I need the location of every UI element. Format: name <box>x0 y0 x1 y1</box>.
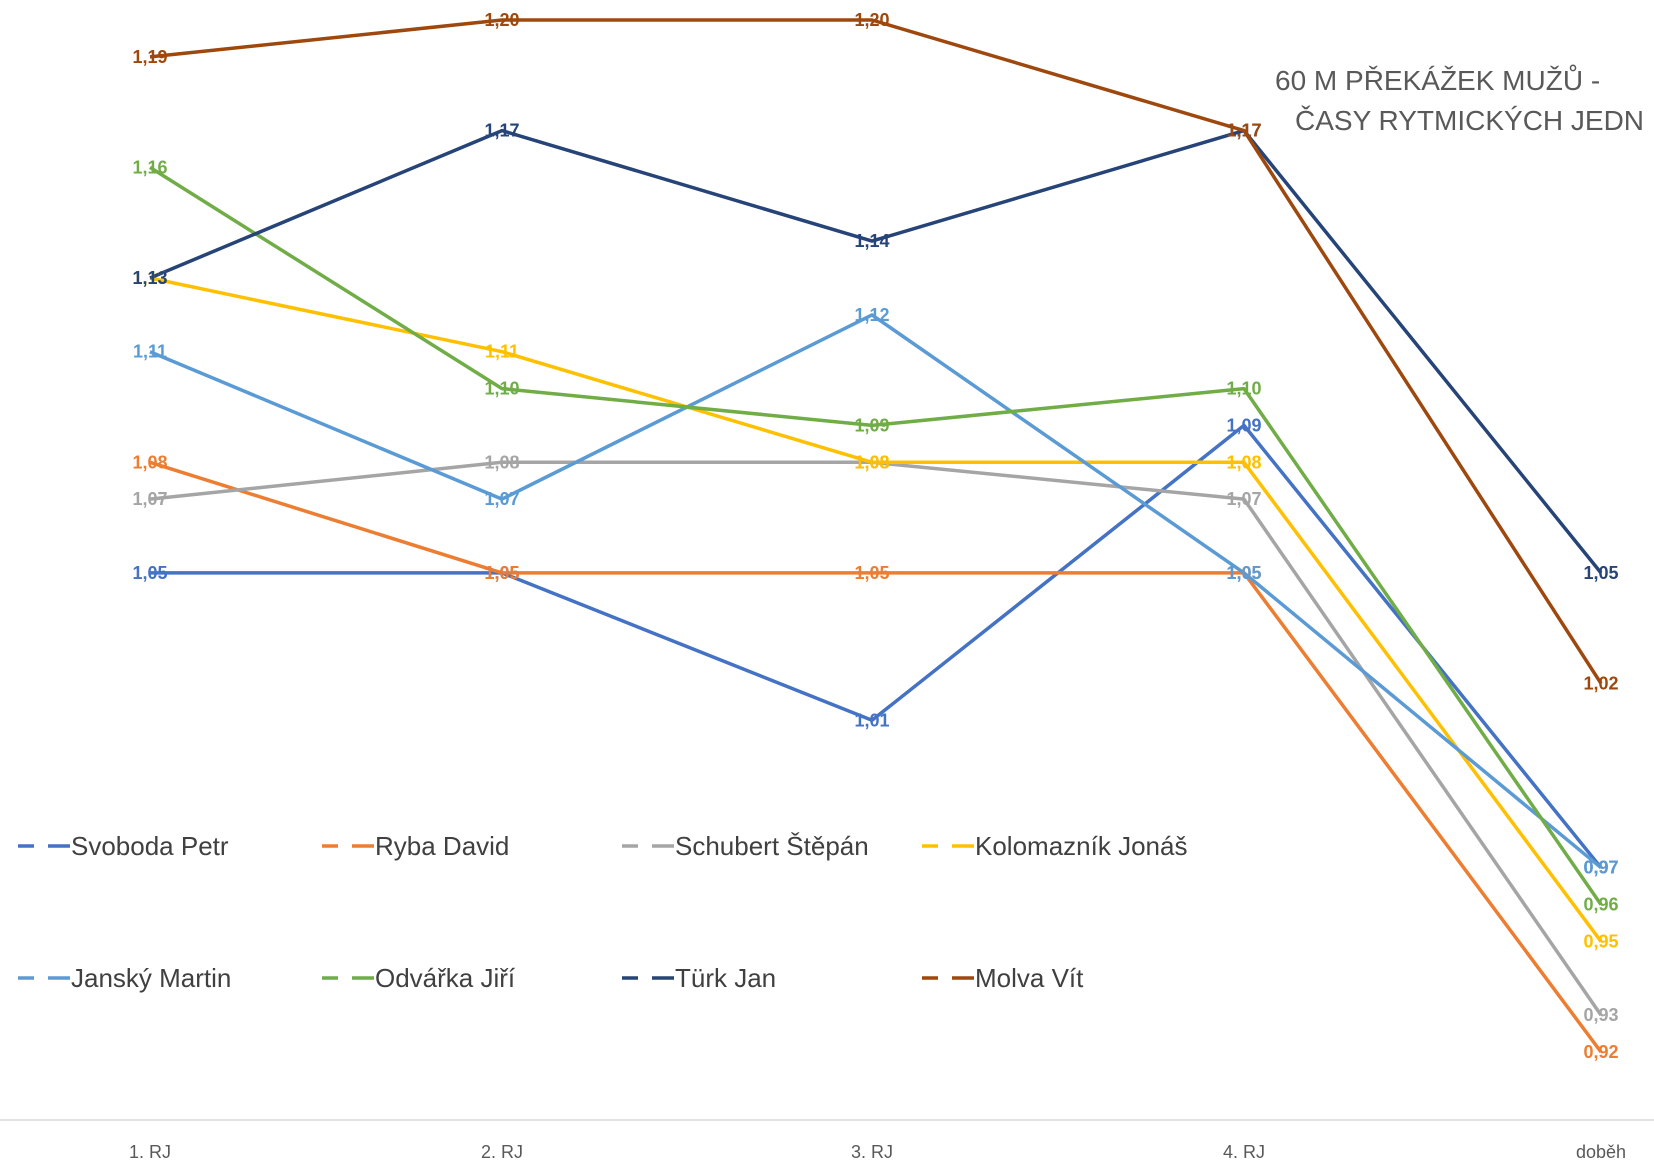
data-label: 1,12 <box>854 305 889 325</box>
legend-item: Türk Jan <box>622 963 776 993</box>
data-label: 1,11 <box>485 342 519 362</box>
series-line-5 <box>149 165 1603 906</box>
data-label: 1,05 <box>1583 563 1618 583</box>
data-label: 1,07 <box>1226 489 1261 509</box>
data-label: 1,07 <box>132 489 167 509</box>
legend-label: Odvářka Jiří <box>375 963 516 993</box>
legend-item: Kolomazník Jonáš <box>922 831 1187 861</box>
data-label: 1,08 <box>854 452 889 472</box>
data-label: 1,05 <box>1226 563 1261 583</box>
legend-item: Svoboda Petr <box>18 831 229 861</box>
legend-label: Türk Jan <box>675 963 776 993</box>
legend-item: Schubert Štěpán <box>622 831 869 861</box>
data-label: 1,13 <box>132 268 167 288</box>
chart-title-line: 60 M PŘEKÁŽEK MUŽŮ - <box>1275 64 1600 96</box>
legend-label: Molva Vít <box>975 963 1084 993</box>
series-line-4 <box>149 313 1603 870</box>
legend-label: Kolomazník Jonáš <box>975 831 1187 861</box>
data-label: 1,14 <box>854 231 889 251</box>
data-label: 1,16 <box>132 157 167 177</box>
data-label: 1,05 <box>854 563 889 583</box>
legend-label: Svoboda Petr <box>71 831 229 861</box>
data-label: 0,97 <box>1583 858 1618 878</box>
chart-title: 60 M PŘEKÁŽEK MUŽŮ - ČASY RYTMICKÝCH JEDN <box>1275 64 1644 136</box>
legend-label: Ryba David <box>375 831 509 861</box>
data-label: 1,05 <box>484 563 519 583</box>
data-label: 1,08 <box>854 452 889 472</box>
data-label: 1,08 <box>484 452 519 472</box>
x-tick-label: 4. RJ <box>1223 1142 1265 1162</box>
series-lines <box>149 18 1603 1054</box>
data-label: 1,05 <box>132 563 167 583</box>
data-label: 1,17 <box>1226 121 1261 141</box>
legend-item: Ryba David <box>322 831 509 861</box>
data-label: 1,08 <box>132 452 167 472</box>
chart-title-line: ČASY RYTMICKÝCH JEDN <box>1295 105 1644 136</box>
legend: Svoboda Petr Ryba David Schubert Štěpán Kol… <box>18 831 1187 993</box>
x-tick-label: 3. RJ <box>851 1142 893 1162</box>
data-label: 1,17 <box>484 121 519 141</box>
data-label: 1,09 <box>1226 415 1261 435</box>
data-label: 1,08 <box>1226 452 1261 472</box>
data-label: 1,05 <box>484 563 519 583</box>
data-label: 0,93 <box>1583 1005 1618 1025</box>
legend-label: Janský Martin <box>71 963 231 993</box>
x-tick-label: doběh <box>1576 1142 1626 1162</box>
x-tick-label: 2. RJ <box>481 1142 523 1162</box>
legend-item: Molva Vít <box>922 963 1084 993</box>
x-axis-ticks: 1. RJ 2. RJ 3. RJ 4. RJ doběh <box>129 1142 1626 1162</box>
data-label: 1,17 <box>1226 121 1261 141</box>
data-labels: 1,05 1,05 1,01 1,09 0,97 1,08 1,05 1,05 1,05 0,92… <box>132 10 1618 1062</box>
data-label: 1,19 <box>132 47 167 67</box>
data-label: 1,02 <box>1583 673 1618 693</box>
series-line-7 <box>149 18 1603 685</box>
legend-item: Janský Martin <box>18 963 231 993</box>
data-label: 1,05 <box>1226 563 1261 583</box>
data-label: 1,07 <box>484 489 519 509</box>
data-label: 1,13 <box>132 268 167 288</box>
x-tick-label: 1. RJ <box>129 1142 171 1162</box>
data-label: 1,10 <box>484 379 519 399</box>
data-label: 1,20 <box>484 10 519 30</box>
series-line-0 <box>150 423 1603 869</box>
data-label: 1,20 <box>854 10 889 30</box>
series-line-3 <box>149 276 1603 943</box>
legend-item: Odvářka Jiří <box>322 963 516 993</box>
data-label: 0,97 <box>1583 858 1618 878</box>
data-label: 1,10 <box>1226 379 1261 399</box>
data-label: 0,96 <box>1583 895 1618 915</box>
legend-label: Schubert Štěpán <box>675 831 869 861</box>
data-label: 0,92 <box>1583 1042 1618 1062</box>
data-label: 1,01 <box>854 710 889 730</box>
data-label: 1,09 <box>854 415 889 435</box>
series-line-2 <box>149 460 1603 1017</box>
series-line-1 <box>149 460 1603 1054</box>
data-label: 1,11 <box>133 342 167 362</box>
data-label: 0,95 <box>1583 931 1618 951</box>
series-line-6 <box>149 128 1603 574</box>
